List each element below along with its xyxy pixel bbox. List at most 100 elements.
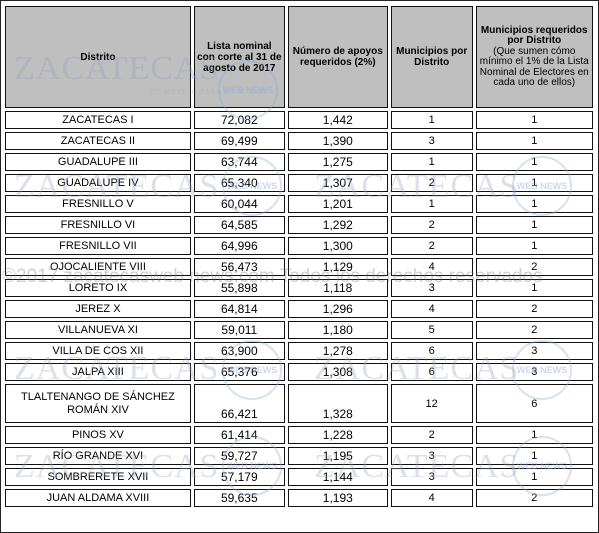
cell-numero-apoyos: 1,118 [287, 279, 388, 297]
cell-municipios: 6 [390, 342, 473, 360]
cell-lista-nominal: 59,727 [193, 447, 285, 465]
cell-numero-apoyos: 1,129 [287, 258, 388, 276]
cell-municipios: 1 [390, 153, 473, 171]
cell-distrito: OJOCALIENTE VIII [5, 258, 191, 276]
cell-requeridos: 2 [475, 258, 593, 276]
cell-municipios: 12 [390, 384, 473, 423]
table-row: JALPA XIII 65,376 1,308 6 3 [5, 363, 593, 381]
cell-distrito: GUADALUPE III [5, 153, 191, 171]
cell-lista-nominal: 65,340 [193, 174, 285, 192]
cell-municipios: 3 [390, 279, 473, 297]
table-row: GUADALUPE III 63,744 1,275 1 1 [5, 153, 593, 171]
header-municipios-requeridos: Municipios requeridos por Distrito (Que … [475, 6, 593, 108]
cell-municipios: 6 [390, 363, 473, 381]
cell-numero-apoyos: 1,307 [287, 174, 388, 192]
cell-requeridos: 1 [475, 132, 593, 150]
cell-distrito: VILLA DE COS XII [5, 342, 191, 360]
cell-municipios: 1 [390, 111, 473, 129]
cell-lista-nominal: 57,179 [193, 468, 285, 486]
cell-municipios: 4 [390, 258, 473, 276]
cell-distrito: FRESNILLO V [5, 195, 191, 213]
cell-distrito: FRESNILLO VI [5, 216, 191, 234]
cell-lista-nominal: 61,414 [193, 426, 285, 444]
cell-distrito: LORETO IX [5, 279, 191, 297]
cell-distrito: PINOS XV [5, 426, 191, 444]
table-row: FRESNILLO VI 64,585 1,292 2 1 [5, 216, 593, 234]
cell-numero-apoyos: 1,228 [287, 426, 388, 444]
cell-requeridos: 1 [475, 426, 593, 444]
cell-lista-nominal: 56,473 [193, 258, 285, 276]
cell-municipios: 3 [390, 132, 473, 150]
cell-distrito: JUAN ALDAMA XVIII [5, 489, 191, 507]
table-row: FRESNILLO VII 64,996 1,300 2 1 [5, 237, 593, 255]
header-municipios-requeridos-title: Municipios requeridos por Distrito [480, 24, 588, 46]
cell-requeridos: 2 [475, 321, 593, 339]
cell-lista-nominal: 59,011 [193, 321, 285, 339]
cell-requeridos: 1 [475, 447, 593, 465]
table-row: FRESNILLO V 60,044 1,201 1 1 [5, 195, 593, 213]
cell-numero-apoyos: 1,144 [287, 468, 388, 486]
cell-municipios: 2 [390, 174, 473, 192]
cell-distrito: ZACATECAS II [5, 132, 191, 150]
cell-numero-apoyos: 1,442 [287, 111, 388, 129]
cell-requeridos: 3 [475, 342, 593, 360]
cell-lista-nominal: 64,585 [193, 216, 285, 234]
cell-requeridos: 2 [475, 489, 593, 507]
cell-distrito: JEREZ X [5, 300, 191, 318]
table-row: GUADALUPE IV 65,340 1,307 2 1 [5, 174, 593, 192]
cell-lista-nominal: 66,421 [193, 384, 285, 423]
cell-distrito: VILLANUEVA XI [5, 321, 191, 339]
table-row: ZACATECAS I 72,082 1,442 1 1 [5, 111, 593, 129]
cell-numero-apoyos: 1,193 [287, 489, 388, 507]
cell-lista-nominal: 72,082 [193, 111, 285, 129]
cell-distrito: SOMBRERETE XVII [5, 468, 191, 486]
cell-numero-apoyos: 1,201 [287, 195, 388, 213]
cell-requeridos: 1 [475, 153, 593, 171]
cell-municipios: 4 [390, 489, 473, 507]
cell-requeridos: 1 [475, 279, 593, 297]
cell-requeridos: 1 [475, 237, 593, 255]
cell-distrito: JALPA XIII [5, 363, 191, 381]
header-lista-nominal: Lista nominal con corte al 31 de agosto … [193, 6, 285, 108]
cell-requeridos: 1 [475, 195, 593, 213]
cell-lista-nominal: 64,996 [193, 237, 285, 255]
cell-distrito: TLALTENANGO DE SÁNCHEZ ROMÁN XIV [5, 384, 191, 423]
table-row: TLALTENANGO DE SÁNCHEZ ROMÁN XIV 66,421 1,… [5, 384, 593, 423]
cell-lista-nominal: 63,744 [193, 153, 285, 171]
table-row: PINOS XV 61,414 1,228 2 1 [5, 426, 593, 444]
cell-municipios: 5 [390, 321, 473, 339]
cell-municipios: 2 [390, 426, 473, 444]
cell-numero-apoyos: 1,195 [287, 447, 388, 465]
cell-numero-apoyos: 1,296 [287, 300, 388, 318]
cell-municipios: 4 [390, 300, 473, 318]
cell-lista-nominal: 59,635 [193, 489, 285, 507]
district-table: Distrito Lista nominal con corte al 31 d… [2, 3, 596, 510]
cell-municipios: 2 [390, 216, 473, 234]
cell-numero-apoyos: 1,308 [287, 363, 388, 381]
cell-distrito: FRESNILLO VII [5, 237, 191, 255]
cell-distrito: ZACATECAS I [5, 111, 191, 129]
cell-lista-nominal: 63,900 [193, 342, 285, 360]
cell-distrito: RÍO GRANDE XVI [5, 447, 191, 465]
table-row: RÍO GRANDE XVI 59,727 1,195 3 1 [5, 447, 593, 465]
cell-numero-apoyos: 1,300 [287, 237, 388, 255]
table-row: JUAN ALDAMA XVIII 59,635 1,193 4 2 [5, 489, 593, 507]
cell-requeridos: 1 [475, 111, 593, 129]
cell-numero-apoyos: 1,328 [287, 384, 388, 423]
cell-numero-apoyos: 1,275 [287, 153, 388, 171]
cell-municipios: 1 [390, 195, 473, 213]
cell-municipios: 3 [390, 447, 473, 465]
cell-lista-nominal: 60,044 [193, 195, 285, 213]
cell-requeridos: 3 [475, 363, 593, 381]
cell-numero-apoyos: 1,278 [287, 342, 388, 360]
table-row: VILLA DE COS XII 63,900 1,278 6 3 [5, 342, 593, 360]
cell-requeridos: 2 [475, 300, 593, 318]
cell-numero-apoyos: 1,180 [287, 321, 388, 339]
cell-requeridos: 6 [475, 384, 593, 423]
cell-requeridos: 1 [475, 174, 593, 192]
cell-lista-nominal: 69,499 [193, 132, 285, 150]
table-row: VILLANUEVA XI 59,011 1,180 5 2 [5, 321, 593, 339]
cell-municipios: 2 [390, 237, 473, 255]
header-row: Distrito Lista nominal con corte al 31 d… [5, 6, 593, 108]
header-municipios-requeridos-note: (Que sumen cómo mínimo el 1% de la Lista… [479, 45, 589, 88]
